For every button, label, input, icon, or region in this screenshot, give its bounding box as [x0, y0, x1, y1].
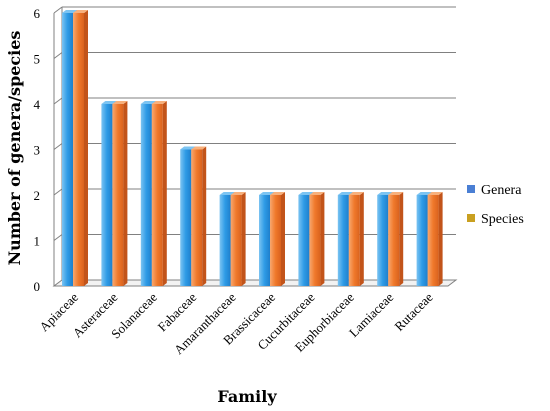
- bar-genera-fabaceae: [180, 149, 192, 286]
- bar-side-species-fabaceae: [202, 146, 207, 286]
- bar-genera-asteraceae: [101, 104, 113, 286]
- bar-top-genera-solanaceae: [140, 101, 156, 104]
- bar-side-species-asteraceae: [123, 101, 128, 286]
- gridline-depth: [53, 143, 63, 150]
- bar-top-genera-lamiaceae: [377, 192, 393, 195]
- legend-label-species: Species: [481, 212, 524, 227]
- bar-side-species-solanaceae: [162, 101, 167, 286]
- legend-swatch-genera: [467, 185, 475, 193]
- y-tick-label: 4: [34, 97, 41, 112]
- bar-side-species-rutaceae: [438, 192, 443, 286]
- bars: [62, 10, 443, 286]
- bar-top-genera-cucurbitaceae: [298, 192, 314, 195]
- legend-label-genera: Genera: [481, 183, 522, 198]
- bar-top-species-rutaceae: [427, 192, 443, 195]
- bar-side-species-apiaceae: [84, 10, 88, 286]
- bar-top-species-lamiaceae: [388, 192, 404, 195]
- bar-top-genera-amaranthaceae: [219, 192, 235, 195]
- gridline-depth: [53, 97, 63, 105]
- bar-top-species-amaranthaceae: [230, 192, 246, 195]
- bar-genera-brassicaceae: [259, 195, 270, 286]
- bar-species-rutaceae: [427, 195, 439, 286]
- bar-top-species-cucurbitaceae: [309, 192, 325, 195]
- gridline-depth: [53, 52, 63, 59]
- bar-genera-solanaceae: [140, 104, 152, 286]
- bar-species-brassicaceae: [270, 195, 281, 286]
- bar-side-species-brassicaceae: [281, 192, 285, 286]
- bar-top-genera-asteraceae: [101, 101, 117, 104]
- bar-side-species-lamiaceae: [399, 192, 404, 286]
- bar-top-species-fabaceae: [191, 146, 207, 150]
- bar-top-species-brassicaceae: [270, 192, 285, 195]
- bar-side-species-cucurbitaceae: [320, 192, 325, 286]
- gridline-depth: [53, 234, 63, 241]
- bar-genera-rutaceae: [416, 195, 428, 286]
- bar-top-species-euphorbiaceae: [348, 192, 364, 195]
- bar-species-fabaceae: [191, 149, 203, 286]
- bar-species-amaranthaceae: [230, 195, 242, 286]
- bar-species-cucurbitaceae: [309, 195, 321, 286]
- bar-top-species-apiaceae: [73, 10, 88, 13]
- bar-top-genera-fabaceae: [180, 146, 196, 150]
- bar-species-apiaceae: [73, 13, 84, 286]
- legend-swatch-species: [467, 214, 475, 222]
- y-tick-labels: 0 1 2 3 4 5 6: [34, 6, 41, 294]
- y-tick-label: 5: [34, 52, 41, 67]
- bar-top-genera-brassicaceae: [259, 192, 274, 195]
- bar-top-genera-apiaceae: [62, 10, 77, 13]
- bar-genera-lamiaceae: [377, 195, 389, 286]
- x-tick-label: Rutaceae: [391, 289, 435, 333]
- bar-genera-cucurbitaceae: [298, 195, 310, 286]
- bar-genera-euphorbiaceae: [337, 195, 349, 286]
- y-tick-label: 2: [34, 188, 41, 203]
- bar-top-genera-rutaceae: [416, 192, 432, 195]
- y-tick-label: 3: [34, 143, 41, 158]
- bar-species-euphorbiaceae: [348, 195, 360, 286]
- legend: Genera Species: [467, 183, 524, 227]
- bar-top-species-asteraceae: [112, 101, 128, 104]
- bar-species-lamiaceae: [388, 195, 400, 286]
- bar-species-asteraceae: [112, 104, 124, 286]
- gridline-depth: [53, 188, 63, 196]
- bar-species-solanaceae: [151, 104, 163, 286]
- x-axis-title: Family: [217, 387, 277, 406]
- bar-genera-amaranthaceae: [219, 195, 231, 286]
- y-tick-label: 0: [34, 279, 41, 294]
- y-tick-label: 6: [34, 6, 41, 21]
- x-tick-labels: ApiaceaeAsteraceaeSolanaceaeFabaceaeAmar…: [36, 289, 436, 357]
- y-tick-label: 1: [34, 234, 41, 249]
- gridline-depth: [53, 6, 63, 14]
- bar-side-species-euphorbiaceae: [359, 192, 364, 286]
- bar-genera-apiaceae: [62, 13, 73, 286]
- y-axis-title: Number of genera/species: [5, 31, 24, 266]
- bar-top-species-solanaceae: [151, 101, 167, 104]
- bar-side-species-amaranthaceae: [241, 192, 246, 286]
- bar-top-genera-euphorbiaceae: [337, 192, 353, 195]
